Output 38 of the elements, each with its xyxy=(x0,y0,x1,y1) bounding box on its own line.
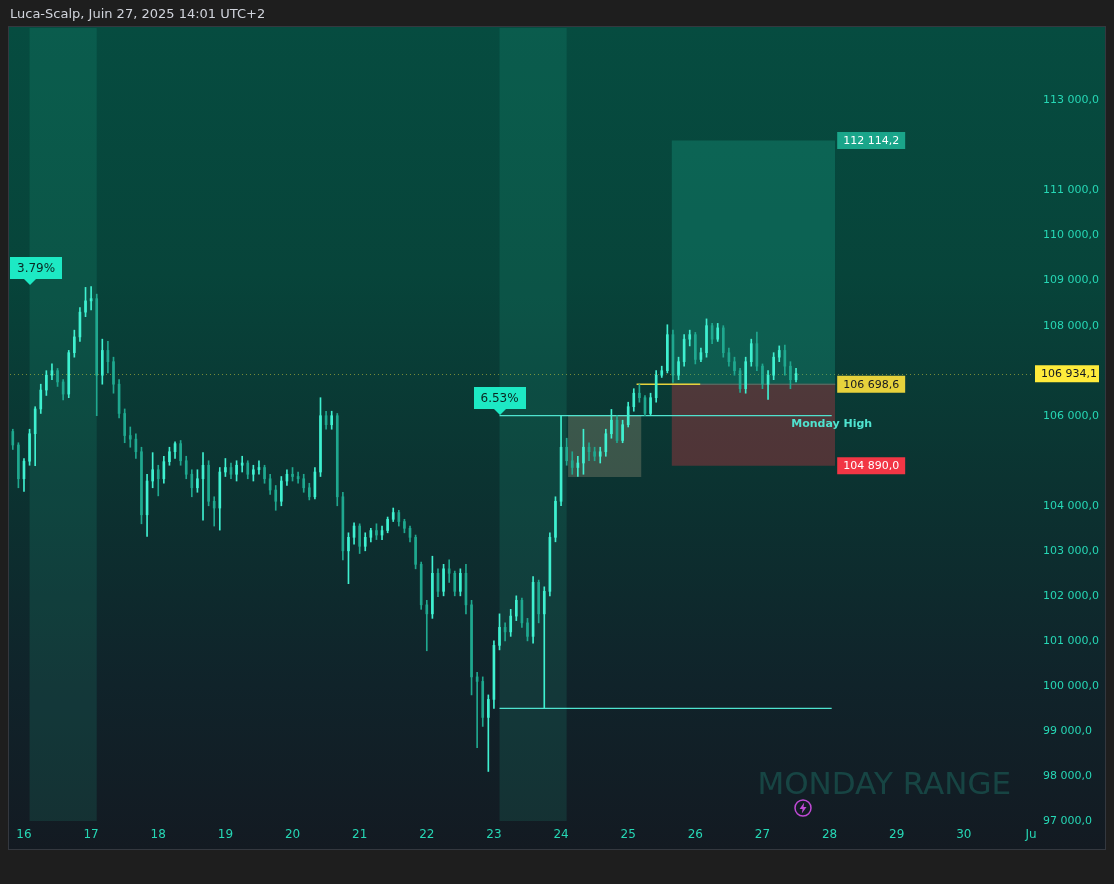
x-tick-label: 30 xyxy=(956,827,972,842)
chart-title: Luca-Scalp, Juin 27, 2025 14:01 UTC+2 xyxy=(10,5,266,23)
y-tick-label: 101 000,0 xyxy=(1043,633,1099,647)
annotation: 104 890,0 xyxy=(843,459,900,473)
y-tick-label: 106 000,0 xyxy=(1043,408,1099,422)
y-tick-label: 113 000,0 xyxy=(1043,93,1099,107)
x-tick-label: 19 xyxy=(217,827,234,842)
y-tick-label: 99 000,0 xyxy=(1043,723,1092,737)
y-tick-label: 103 000,0 xyxy=(1043,543,1099,557)
x-tick-label: 25 xyxy=(620,827,636,842)
x-tick-label: 17 xyxy=(83,827,99,842)
y-tick-label: 108 000,0 xyxy=(1043,318,1099,332)
y-tick-label: 109 000,0 xyxy=(1043,273,1099,287)
annotation: 3.79% xyxy=(10,257,63,280)
x-tick-label: 16 xyxy=(16,827,32,842)
x-tick-label: 21 xyxy=(352,827,368,842)
x-tick-label: 20 xyxy=(284,827,301,842)
x-tick-label: 27 xyxy=(754,827,771,842)
y-tick-label: 100 000,0 xyxy=(1043,678,1099,692)
x-tick-label: 23 xyxy=(486,827,502,842)
y-tick-label: 102 000,0 xyxy=(1043,588,1099,602)
annotation: 112 114,2 xyxy=(843,133,900,147)
x-tick-label: 28 xyxy=(821,827,838,842)
x-tick-label: 18 xyxy=(150,827,166,842)
y-tick-label: 97 000,0 xyxy=(1043,813,1092,827)
x-tick-label: 24 xyxy=(553,827,569,842)
annotation: 106 698,6 xyxy=(843,377,900,391)
y-tick-label: 110 000,0 xyxy=(1043,228,1099,242)
y-tick-label: 111 000,0 xyxy=(1043,183,1099,197)
y-tick-label: 98 000,0 xyxy=(1043,768,1092,782)
x-tick-label: Ju xyxy=(1024,827,1037,842)
x-tick-label: 26 xyxy=(687,827,703,842)
ref-line-label: 106 934,1 xyxy=(1041,367,1097,381)
annotation: 6.53% xyxy=(473,386,526,409)
x-tick-label: 29 xyxy=(889,827,905,842)
series-label: Monday High xyxy=(791,417,873,431)
y-tick-label: 104 000,0 xyxy=(1043,498,1099,512)
x-tick-label: 22 xyxy=(419,827,435,842)
